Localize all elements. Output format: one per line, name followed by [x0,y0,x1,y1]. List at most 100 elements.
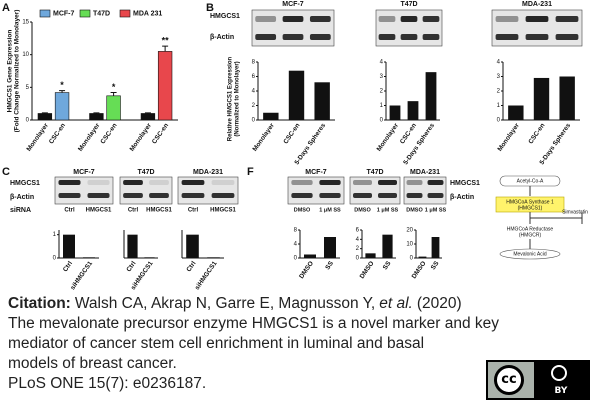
blot-band [406,180,423,185]
row-label: β-Actin [10,194,34,201]
blot-band [555,16,579,22]
bar [389,105,401,120]
bar [314,82,330,120]
y-tick-label: 0 [53,256,57,262]
blot-band [525,16,549,22]
x-tick-label: Ctrl [125,260,137,273]
blot-band [181,180,205,185]
license-badge: cc BY [486,360,590,400]
bar [425,72,437,120]
bar [365,253,376,258]
bar [324,237,336,258]
bar [559,76,575,120]
bar [37,113,53,121]
blot-band [353,193,372,198]
blot-band [378,193,397,198]
lane-label: HMGCS1 [210,208,236,214]
node-label: Acetyl-Co-A [517,178,544,184]
bar [127,234,138,258]
lane-label: HMGCS1 [86,208,112,214]
x-tick-label: DMSO [359,260,376,280]
lane-label: Ctrl [64,208,75,214]
y-tick-label: 0 [410,256,414,262]
y-tick-label: 10 [22,52,29,58]
bar [186,234,199,258]
y-tick-label: 4 [380,60,384,66]
x-tick-label: CSC-en [282,122,301,145]
lane-label: DMSO [406,207,423,213]
y-tick-label: 5 [26,85,30,91]
blot-band [58,193,81,198]
node-box [499,248,561,260]
lane-label: 1 μM SS [377,207,399,213]
y-tick-label: 6 [252,74,256,80]
blot-band [427,193,444,198]
blot-band [378,16,396,22]
blot-title: MCF-7 [73,169,94,176]
legend-label: MDA 231 [133,10,162,17]
bar [382,234,393,258]
lane-label: HMGCS1 [146,208,172,214]
blot-title: MDA-231 [522,1,552,8]
y-axis-label: HMGCS1 Gene Expression [7,30,14,113]
error-bar [110,92,117,96]
bar [431,237,440,258]
bar [207,257,220,258]
y-tick-label: 8 [252,60,256,66]
error-bar [162,45,169,52]
y-tick-label: 2 [356,246,360,252]
node-label: HMGCoA Synthase 1 [506,199,554,205]
y-tick-label: 0 [497,118,501,124]
y-tick-label: 1 [497,103,501,109]
node-label: Mevalonic Acid [513,251,547,257]
bar [263,112,279,120]
cc-logo: cc [494,365,524,395]
blot-band [555,34,579,40]
blot-title: T47D [366,169,383,176]
y-tick-label: 4 [356,237,360,243]
bar [89,113,104,121]
blot-band [525,34,549,40]
y-axis-label: Relative HMGCS1 Expression [228,56,234,141]
panel-letter: C [2,166,10,178]
node-label: (HMGCS1) [518,205,543,211]
blot-band [211,180,235,185]
blot-band [319,180,341,185]
x-tick-label: CSC-en [527,122,546,145]
significance: * [60,80,64,90]
x-tick-label: siHMGCS1 [194,260,219,290]
x-tick-label: Monolayer [26,122,51,153]
bar [288,70,305,120]
y-tick-label: 3 [497,74,501,80]
blot [251,9,335,47]
y-tick-label: 0 [252,118,256,124]
panel-letter: F [247,166,254,178]
blot-band [149,180,169,185]
legend-label: MCF-7 [53,10,74,17]
legend-label: T47D [93,10,110,17]
y-tick-label: 2 [252,103,256,109]
legend-swatch [119,9,131,18]
significance: ** [162,36,170,46]
blot-band [291,180,313,185]
x-tick-label: Monolayer [496,122,521,153]
x-tick-label: DMSO [298,260,315,280]
node-label: HMGCoA Reductase [507,226,554,232]
blot-band [123,180,143,185]
blot-band [255,16,277,22]
bar [533,77,550,120]
row-label: HMGCS1 [210,13,240,20]
lane-label: DMSO [294,207,311,213]
blot [491,9,583,47]
citation-label: Citation: [8,295,71,312]
y-tick-label: 0 [380,118,384,124]
bar [157,51,173,121]
y-tick-label: 20 [406,228,413,234]
error-bar [59,90,66,93]
x-tick-label: SS [430,260,441,272]
blot-title: MDA-231 [193,169,223,176]
blot-band [149,193,169,198]
panel-letter: B [206,2,214,14]
y-axis-label: (Normalized to Monolayer) [235,61,241,136]
blot-title: MDA-231 [410,169,440,176]
